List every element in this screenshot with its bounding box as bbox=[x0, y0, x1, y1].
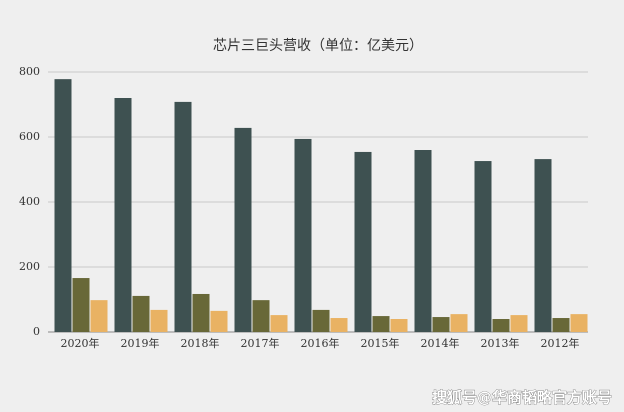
y-tick-label: 800 bbox=[19, 65, 40, 78]
bar bbox=[150, 309, 168, 332]
bar bbox=[414, 150, 432, 332]
x-tick-label: 2017年 bbox=[241, 336, 280, 350]
bar bbox=[252, 300, 270, 332]
x-tick-label: 2020年 bbox=[61, 336, 100, 350]
bar bbox=[570, 314, 588, 332]
y-tick-label: 400 bbox=[19, 195, 40, 208]
y-tick-label: 200 bbox=[19, 260, 40, 273]
bar bbox=[474, 161, 492, 332]
x-tick-label: 2016年 bbox=[301, 336, 340, 350]
y-tick-label: 600 bbox=[19, 130, 40, 143]
bar bbox=[174, 101, 192, 333]
bar bbox=[90, 300, 108, 332]
x-tick-label: 2018年 bbox=[181, 336, 220, 350]
bar bbox=[390, 319, 408, 332]
bar bbox=[270, 315, 288, 332]
bar bbox=[372, 316, 390, 332]
bar bbox=[132, 295, 150, 332]
x-tick-label: 2014年 bbox=[421, 336, 460, 350]
bar bbox=[210, 310, 228, 332]
bar bbox=[54, 79, 72, 333]
bar bbox=[72, 278, 90, 332]
bar bbox=[192, 293, 210, 332]
x-tick-label: 2013年 bbox=[481, 336, 520, 350]
bar bbox=[114, 98, 132, 332]
bar bbox=[234, 127, 252, 333]
bar bbox=[294, 138, 312, 332]
bar bbox=[552, 318, 570, 332]
bar bbox=[330, 318, 348, 332]
x-tick-label: 2012年 bbox=[541, 336, 580, 350]
bar bbox=[432, 317, 450, 332]
x-tick-label: 2015年 bbox=[361, 336, 400, 350]
bar bbox=[492, 319, 510, 332]
bar bbox=[534, 159, 552, 332]
watermark: 搜狐号@华商韬略官方账号 bbox=[432, 389, 612, 407]
chart-title: 芯片三巨头营收（单位：亿美元） bbox=[213, 38, 423, 54]
bar bbox=[354, 151, 372, 332]
y-tick-label: 0 bbox=[33, 325, 40, 338]
bar bbox=[312, 309, 330, 332]
bar bbox=[450, 314, 468, 332]
bar bbox=[510, 315, 528, 332]
x-tick-label: 2019年 bbox=[121, 336, 160, 350]
